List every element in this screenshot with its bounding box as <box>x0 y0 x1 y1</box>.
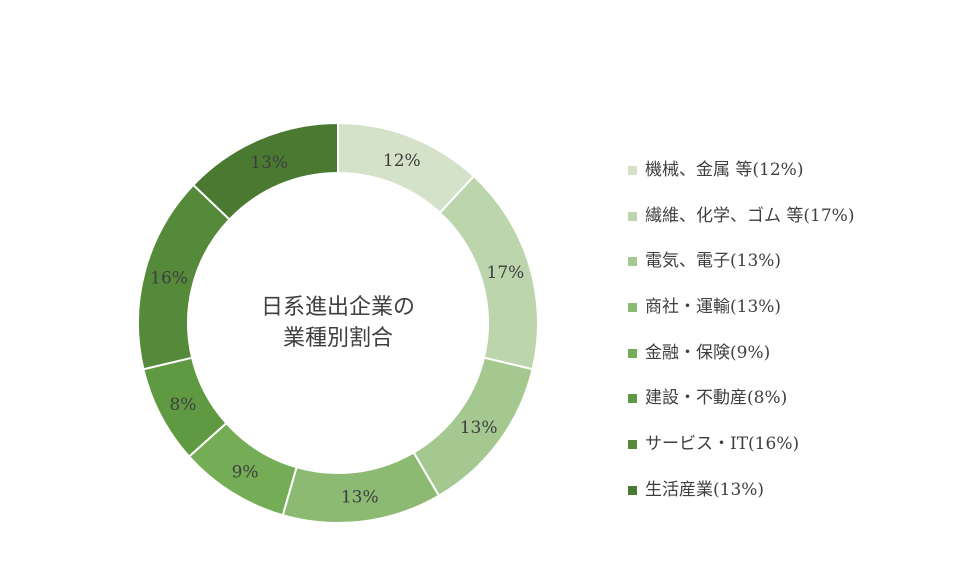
slice-label-6: 16% <box>150 268 188 288</box>
legend-swatch-6 <box>628 440 637 450</box>
legend-swatch-0 <box>628 166 637 175</box>
legend-label-5: 建設・不動産(8%) <box>645 388 788 409</box>
legend-label-7: 生活産業(13%) <box>645 479 765 500</box>
slice-7 <box>191 121 339 221</box>
slice-label-7: 13% <box>250 153 288 173</box>
chart-legend: 機械、金属 等(12%) 繊維、化学、ゴム 等(17%) 電気、電子(13%) 商社・… <box>628 158 854 524</box>
legend-item-4: 金融・保険(9%) <box>628 341 854 387</box>
legend-item-3: 商社・運輸(13%) <box>628 295 854 341</box>
slice-label-5: 8% <box>169 395 196 415</box>
legend-swatch-3 <box>628 303 637 313</box>
legend-item-6: サービス・IT(16%) <box>628 432 854 478</box>
slice-label-1: 17% <box>487 263 525 283</box>
center-title-line-1: 日系進出企業の <box>261 295 415 320</box>
legend-item-7: 生活産業(13%) <box>628 478 854 524</box>
legend-item-1: 繊維、化学、ゴム 等(17%) <box>628 204 854 250</box>
legend-swatch-7 <box>628 485 637 495</box>
legend-item-5: 建設・不動産(8%) <box>628 386 854 432</box>
legend-swatch-5 <box>628 394 637 404</box>
legend-label-3: 商社・運輸(13%) <box>645 297 782 318</box>
donut-chart: 12% 17% 13% 13% 9% 8% 16% 13% 日系進出企業の 業種別割合 <box>137 121 539 524</box>
legend-label-6: サービス・IT(16%) <box>645 434 800 455</box>
donut-slices <box>137 121 539 524</box>
legend-item-0: 機械、金属 等(12%) <box>628 158 854 204</box>
slice-label-2: 13% <box>460 418 498 438</box>
legend-label-2: 電気、電子(13%) <box>645 251 782 272</box>
slice-label-4: 9% <box>232 462 259 482</box>
legend-label-4: 金融・保険(9%) <box>645 342 771 363</box>
center-title-line-2: 業種別割合 <box>283 326 393 351</box>
slice-label-3: 13% <box>341 488 379 508</box>
legend-swatch-2 <box>628 257 637 267</box>
legend-label-0: 機械、金属 等(12%) <box>645 160 804 180</box>
legend-item-2: 電気、電子(13%) <box>628 249 854 295</box>
legend-swatch-1 <box>628 211 637 221</box>
legend-label-1: 繊維、化学、ゴム 等(17%) <box>645 205 855 226</box>
slice-label-0: 12% <box>383 151 421 171</box>
slice-labels: 12% 17% 13% 13% 9% 8% 16% 13% <box>150 151 524 508</box>
legend-swatch-4 <box>628 348 637 358</box>
